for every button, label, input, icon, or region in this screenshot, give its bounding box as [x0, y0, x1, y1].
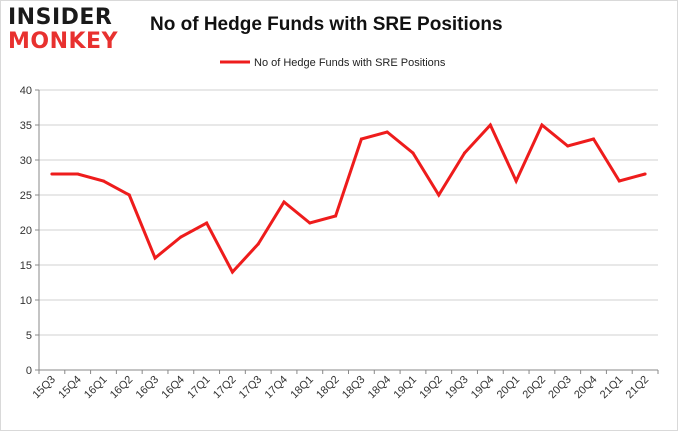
y-tick-label: 0: [26, 365, 32, 377]
data-point: [256, 242, 260, 246]
data-point: [76, 172, 80, 176]
legend-label: No of Hedge Funds with SRE Positions: [254, 57, 446, 69]
series-layer: [50, 122, 647, 275]
y-tick-label: 30: [20, 155, 32, 167]
data-point: [488, 123, 492, 127]
x-tick-label: 16Q1: [82, 374, 110, 402]
x-tick-label: 21Q1: [598, 374, 626, 402]
x-tick-label: 20Q4: [572, 374, 600, 402]
x-axis-ticks: 15Q315Q416Q116Q216Q316Q417Q117Q217Q317Q4…: [30, 370, 659, 402]
x-tick-label: 16Q3: [134, 374, 162, 402]
data-point: [385, 130, 389, 134]
x-tick-label: 19Q2: [417, 374, 445, 402]
data-point: [514, 179, 518, 183]
data-point: [540, 123, 544, 127]
data-point: [334, 214, 338, 218]
insider-monkey-logo: INSIDER MONKEY: [8, 6, 126, 56]
data-point: [437, 193, 441, 197]
x-tick-label: 19Q3: [443, 374, 471, 402]
data-point: [50, 172, 54, 176]
data-point: [592, 137, 596, 141]
data-point: [127, 193, 131, 197]
x-tick-label: 20Q2: [521, 374, 549, 402]
x-tick-label: 17Q4: [263, 374, 291, 402]
axes: [38, 90, 658, 371]
data-point: [101, 179, 105, 183]
x-tick-label: 18Q1: [288, 374, 316, 402]
y-axis-ticks: 0 5 10 15 20 25 30 35 40: [20, 85, 39, 377]
y-tick-label: 15: [20, 260, 32, 272]
x-tick-label: 15Q4: [56, 374, 84, 402]
data-point: [643, 172, 647, 176]
x-tick-label: 20Q1: [495, 374, 523, 402]
y-tick-label: 40: [20, 85, 32, 97]
x-tick-label: 17Q2: [211, 374, 239, 402]
x-tick-label: 17Q1: [185, 374, 213, 402]
data-point: [282, 200, 286, 204]
data-point: [179, 235, 183, 239]
x-tick-label: 19Q1: [392, 374, 420, 402]
y-tick-label: 10: [20, 295, 32, 307]
data-point: [308, 221, 312, 225]
x-tick-label: 17Q3: [237, 374, 265, 402]
data-point: [463, 151, 467, 155]
data-point: [617, 179, 621, 183]
x-tick-label: 16Q2: [108, 374, 136, 402]
y-tick-label: 35: [20, 120, 32, 132]
legend: No of Hedge Funds with SRE Positions: [220, 57, 446, 69]
logo-line1: INSIDER: [8, 5, 113, 30]
x-tick-label: 20Q3: [546, 374, 574, 402]
x-tick-label: 15Q3: [30, 374, 58, 402]
logo-line2: MONKEY: [8, 29, 119, 54]
data-point: [566, 144, 570, 148]
x-tick-label: 16Q4: [159, 374, 187, 402]
data-point: [359, 137, 363, 141]
data-point: [205, 221, 209, 225]
x-tick-label: 18Q4: [366, 374, 394, 402]
data-point: [153, 256, 157, 260]
y-tick-label: 5: [26, 330, 32, 342]
x-tick-label: 21Q2: [624, 374, 652, 402]
data-point: [230, 270, 234, 274]
chart-title: No of Hedge Funds with SRE Positions: [150, 14, 503, 35]
gridlines: [39, 89, 658, 336]
y-tick-label: 25: [20, 190, 32, 202]
data-point: [411, 151, 415, 155]
y-tick-label: 20: [20, 225, 32, 237]
x-tick-label: 18Q2: [314, 374, 342, 402]
x-tick-label: 19Q4: [469, 374, 497, 402]
x-tick-label: 18Q3: [340, 374, 368, 402]
series-line: [51, 122, 646, 275]
